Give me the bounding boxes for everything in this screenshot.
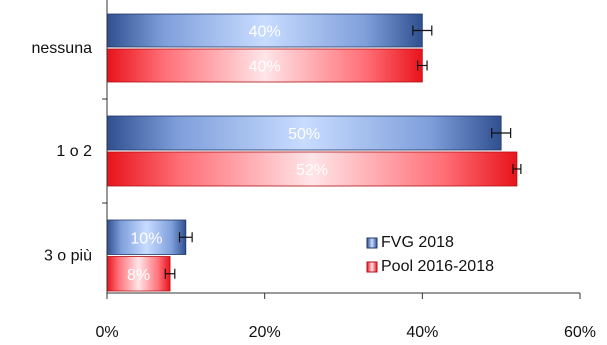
bar: [106, 48, 423, 83]
legend-label: Pool 2016-2018: [381, 258, 494, 275]
bar-value-label: 50%: [288, 126, 320, 143]
category-label: 3 o più: [44, 248, 92, 265]
legend-swatch: [366, 261, 378, 273]
legend-label: FVG 2018: [381, 234, 454, 251]
x-tick-label: 0%: [95, 324, 118, 341]
x-tick-label: 40%: [406, 324, 438, 341]
legend-swatch: [366, 237, 378, 249]
bar-value-label: 52%: [296, 162, 328, 179]
bar: [106, 219, 187, 255]
x-tick-label: 20%: [249, 324, 281, 341]
plot-area: 40% 40% 50% 52% 10% 8%: [106, 13, 522, 292]
category-label: nessuna: [32, 40, 93, 57]
bar-value-label: 40%: [249, 59, 281, 76]
x-tick-label: 60%: [564, 324, 596, 341]
bar: [106, 151, 518, 187]
axes: 0% 20% 40% 60% nessuna 1 o 2 3 o più: [32, 0, 596, 341]
legend: FVG 2018 Pool 2016-2018: [366, 234, 494, 275]
bar: [106, 256, 171, 292]
bar-value-label: 8%: [127, 267, 150, 284]
bar: [106, 13, 423, 48]
bar-value-label: 40%: [249, 24, 281, 41]
category-label: 1 o 2: [56, 143, 92, 160]
bar-value-label: 10%: [130, 230, 162, 247]
